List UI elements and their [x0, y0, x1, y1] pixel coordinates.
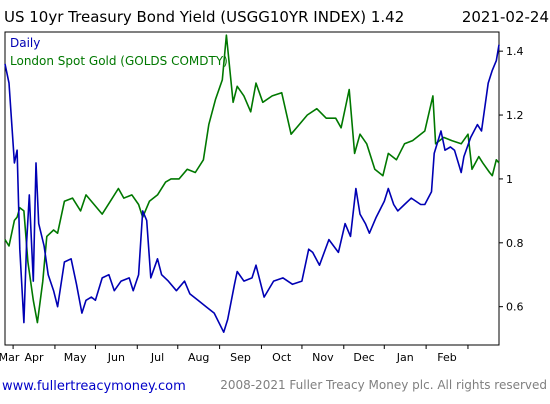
- date-background: [446, 6, 550, 28]
- x-tick-label: Mar: [0, 351, 20, 364]
- series-line-yield: [4, 44, 500, 334]
- x-axis: Mar Apr May Jun Jul Aug Sep Oct Nov Dec Jan Feb: [0, 345, 469, 364]
- series-layer: [4, 34, 500, 334]
- x-tick-label: Nov: [312, 351, 334, 364]
- y-tick-label: 1: [506, 173, 513, 186]
- x-tick-label: Jan: [396, 351, 414, 364]
- y-tick-label: 1.2: [506, 109, 524, 122]
- x-tick-label: Jun: [107, 351, 125, 364]
- y-tick-label: 0.6: [506, 301, 524, 314]
- footer-url-link[interactable]: www.fullertreacymoney.com: [2, 379, 186, 394]
- x-tick-label: Feb: [437, 351, 456, 364]
- plot-area: [4, 31, 500, 346]
- x-tick-label: Jul: [150, 351, 164, 364]
- series-line-gold: [4, 34, 500, 324]
- x-tick-label: Sep: [230, 351, 251, 364]
- x-tick-label: May: [64, 351, 87, 364]
- y-tick-label: 1.4: [506, 45, 524, 58]
- y-axis: 0.6 0.8 1 1.2 1.4: [499, 45, 524, 314]
- chart-date: 2021-02-24: [462, 8, 549, 26]
- x-tick-label: Apr: [25, 351, 45, 364]
- x-tick-label: Dec: [353, 351, 374, 364]
- plot-frame: [4, 31, 500, 346]
- y-tick-label: 0.8: [506, 237, 524, 250]
- chart-title: US 10yr Treasury Bond Yield (USGG10YR IN…: [4, 8, 404, 26]
- x-tick-label: Aug: [188, 351, 209, 364]
- x-tick-label: Oct: [272, 351, 292, 364]
- legend-gold: London Spot Gold (GOLDS COMDTY): [10, 54, 228, 68]
- footer-copyright: 2008-2021 Fuller Treacy Money plc. All r…: [220, 378, 547, 392]
- legend-daily: Daily: [10, 36, 40, 50]
